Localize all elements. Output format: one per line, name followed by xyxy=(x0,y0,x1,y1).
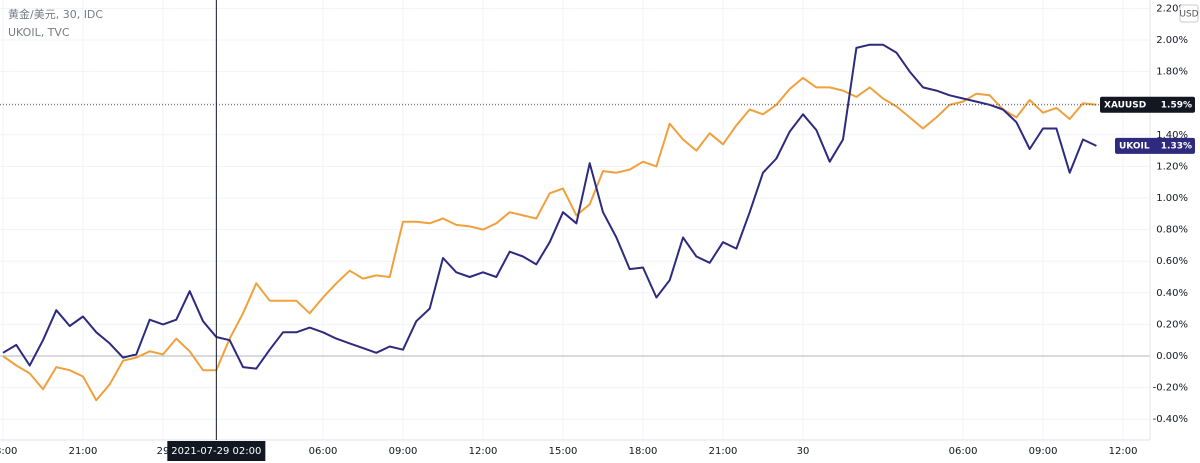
x-tick-label: 06:00 xyxy=(949,446,978,457)
y-tick-label: -0.20% xyxy=(1153,383,1188,394)
x-tick-label: 12:00 xyxy=(1109,446,1138,457)
y-tick-label: 0.00% xyxy=(1156,351,1188,362)
legend-entry: UKOIL, TVC xyxy=(8,26,70,39)
axes: -0.40% -0.20% 0.00% 0.20% 0.40% 0.60% 0.80% 1.0… xyxy=(0,3,1188,457)
x-tick-label: 21:00 xyxy=(709,446,738,457)
x-tick-label: 29 xyxy=(157,446,170,457)
x-tick-label: 09:00 xyxy=(389,446,418,457)
y-tick-label: -0.40% xyxy=(1153,414,1188,425)
price-tag xyxy=(1115,137,1195,154)
x-tick-label: 18:00 xyxy=(0,446,17,457)
y-tick-label: 0.40% xyxy=(1156,288,1188,299)
crosshair-label: 2021-07-29 02:00 xyxy=(171,446,261,457)
series-line xyxy=(2,43,1097,370)
grid xyxy=(0,0,1150,440)
y-tick-label: 1.00% xyxy=(1156,193,1188,204)
x-tick-label: 06:00 xyxy=(309,446,338,457)
y-tick-label: 1.40% xyxy=(1156,130,1188,141)
price-tag-value: 1.59% xyxy=(1161,100,1192,110)
series-line xyxy=(2,76,1097,402)
y-tick-label: 2.00% xyxy=(1156,35,1188,46)
currency-label[interactable]: USD xyxy=(1179,10,1198,20)
legend-entry: 黄金/美元, 30, IDC xyxy=(8,7,103,21)
price-tag-name: XAUUSD xyxy=(1104,100,1146,110)
x-tick-label: 09:00 xyxy=(1029,446,1058,457)
x-tick-label: 30 xyxy=(797,446,810,457)
y-tick-label: 1.80% xyxy=(1156,67,1188,78)
x-tick-label: 12:00 xyxy=(469,446,498,457)
y-tick-label: 2.20% xyxy=(1156,3,1188,14)
y-tick-label: 0.20% xyxy=(1156,319,1188,330)
y-tick-label: 0.80% xyxy=(1156,225,1188,236)
x-tick-label: 15:00 xyxy=(549,446,578,457)
x-tick-label: 18:00 xyxy=(629,446,658,457)
price-tag xyxy=(1100,96,1195,113)
currency-button[interactable] xyxy=(1179,4,1199,23)
price-tag-value: 1.33% xyxy=(1161,141,1192,151)
price-tag-name: UKOIL xyxy=(1119,141,1150,151)
plot xyxy=(0,43,1150,402)
y-tick-label: 1.20% xyxy=(1156,161,1188,172)
x-tick-label: 21:00 xyxy=(69,446,98,457)
crosshair-label-box xyxy=(167,441,266,461)
y-tick-label: 0.60% xyxy=(1156,256,1188,267)
